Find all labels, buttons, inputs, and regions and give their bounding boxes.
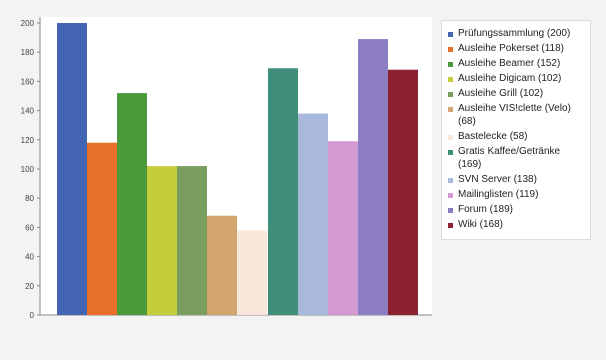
y-tick-label: 80 bbox=[25, 194, 34, 203]
legend-item: Forum (189) bbox=[448, 203, 584, 216]
legend-item: Prüfungssammlung (200) bbox=[448, 27, 584, 40]
bar bbox=[237, 230, 267, 315]
legend-item: Ausleihe Digicam (102) bbox=[448, 72, 584, 85]
legend-label: SVN Server (138) bbox=[458, 173, 537, 186]
bar bbox=[147, 166, 177, 315]
legend-label: Ausleihe Pokerset (118) bbox=[458, 42, 564, 55]
legend-swatch bbox=[448, 208, 453, 213]
bar bbox=[87, 143, 117, 315]
legend-label: Forum (189) bbox=[458, 203, 513, 216]
bar bbox=[328, 141, 358, 315]
legend-label: Wiki (168) bbox=[458, 218, 503, 231]
bar bbox=[57, 23, 87, 315]
legend-label: Ausleihe Beamer (152) bbox=[458, 57, 560, 70]
legend-swatch bbox=[448, 223, 453, 228]
legend-swatch bbox=[448, 135, 453, 140]
bar bbox=[388, 70, 418, 315]
legend-label: Mailinglisten (119) bbox=[458, 188, 538, 201]
legend-label: Prüfungssammlung (200) bbox=[458, 27, 570, 40]
bar bbox=[268, 68, 298, 315]
legend-label: Bastelecke (58) bbox=[458, 130, 527, 143]
bar bbox=[358, 39, 388, 315]
y-tick-label: 140 bbox=[21, 107, 35, 116]
y-tick-label: 0 bbox=[30, 311, 35, 320]
y-tick-label: 40 bbox=[25, 253, 34, 262]
legend-label: Ausleihe VIS!clette (Velo) (68) bbox=[458, 102, 584, 128]
legend-item: Wiki (168) bbox=[448, 218, 584, 231]
y-tick-label: 200 bbox=[21, 19, 35, 28]
legend-label: Ausleihe Grill (102) bbox=[458, 87, 543, 100]
bar bbox=[207, 216, 237, 315]
legend-swatch bbox=[448, 47, 453, 52]
legend-item: Bastelecke (58) bbox=[448, 130, 584, 143]
legend-label: Ausleihe Digicam (102) bbox=[458, 72, 561, 85]
legend-swatch bbox=[448, 178, 453, 183]
legend-swatch bbox=[448, 62, 453, 67]
legend-swatch bbox=[448, 107, 453, 112]
legend-swatch bbox=[448, 150, 453, 155]
bar bbox=[177, 166, 207, 315]
legend-item: Ausleihe Grill (102) bbox=[448, 87, 584, 100]
legend-item: Mailinglisten (119) bbox=[448, 188, 584, 201]
legend-swatch bbox=[448, 193, 453, 198]
y-tick-label: 160 bbox=[21, 77, 35, 86]
chart-legend: Prüfungssammlung (200) Ausleihe Pokerset … bbox=[441, 20, 591, 240]
legend-swatch bbox=[448, 32, 453, 37]
y-tick-label: 60 bbox=[25, 223, 34, 232]
y-tick-label: 100 bbox=[21, 165, 35, 174]
legend-swatch bbox=[448, 77, 453, 82]
legend-item: Gratis Kaffee/Getränke (169) bbox=[448, 145, 584, 171]
bar bbox=[117, 93, 147, 315]
y-tick-label: 20 bbox=[25, 282, 34, 291]
y-tick-label: 120 bbox=[21, 136, 35, 145]
legend-item: SVN Server (138) bbox=[448, 173, 584, 186]
legend-item: Ausleihe Pokerset (118) bbox=[448, 42, 584, 55]
y-tick-label: 180 bbox=[21, 48, 35, 57]
legend-label: Gratis Kaffee/Getränke (169) bbox=[458, 145, 584, 171]
legend-item: Ausleihe VIS!clette (Velo) (68) bbox=[448, 102, 584, 128]
bar bbox=[298, 114, 328, 315]
legend-swatch bbox=[448, 92, 453, 97]
legend-item: Ausleihe Beamer (152) bbox=[448, 57, 584, 70]
